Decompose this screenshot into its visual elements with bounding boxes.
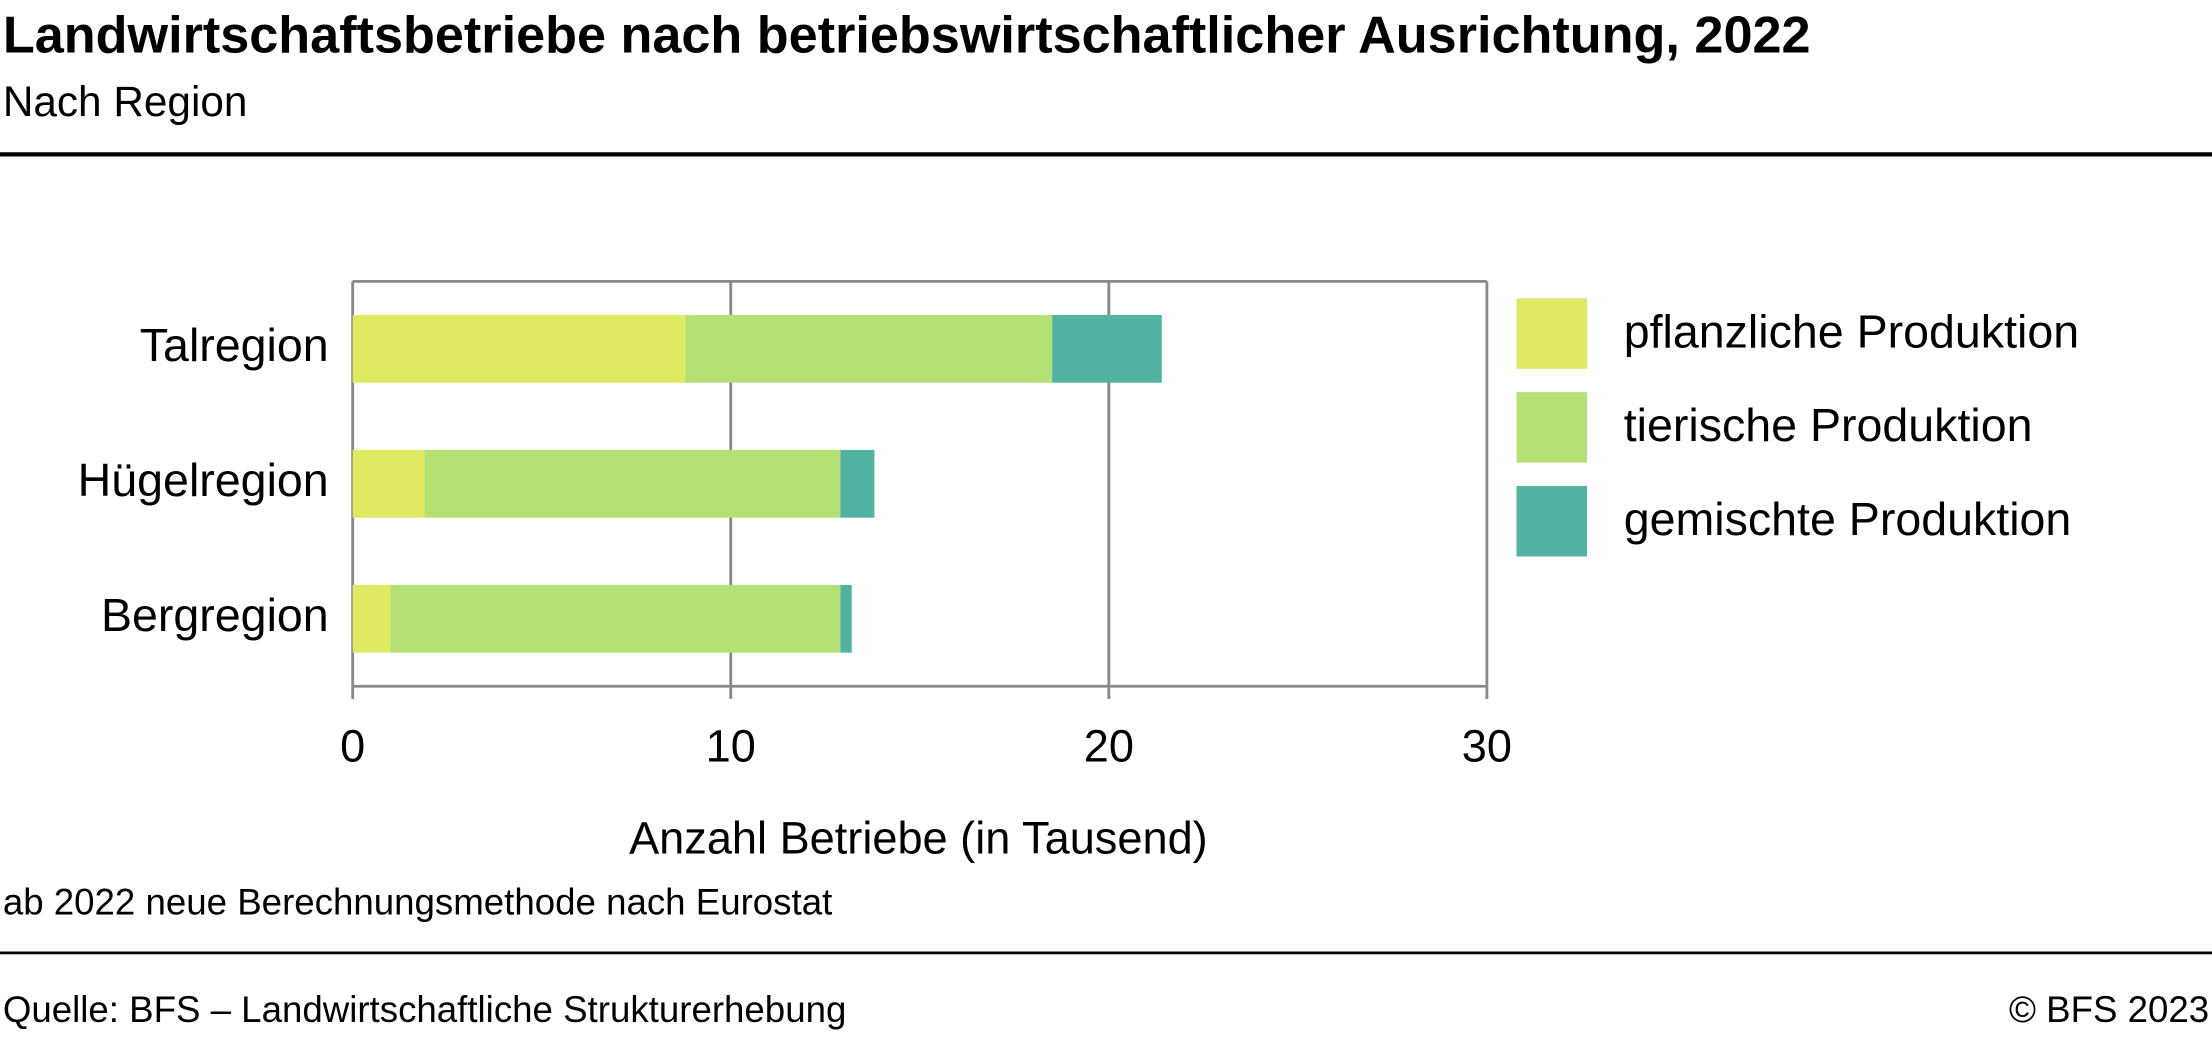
bar-segment	[840, 449, 875, 518]
bar-segment	[390, 584, 841, 653]
note: ab 2022 neue Berechnungsmethode nach Eur…	[3, 882, 832, 923]
chart-subtitle: Nach Region	[3, 78, 248, 125]
y-tick-label: Talregion	[140, 319, 329, 371]
legend-swatch	[1516, 298, 1588, 369]
legend-swatch	[1516, 485, 1588, 557]
x-tick-label: 30	[1462, 721, 1512, 772]
y-tick-label: Bergregion	[101, 589, 329, 641]
bar-segment	[1052, 315, 1162, 383]
legend-label: tierische Produktion	[1624, 399, 2033, 451]
bar-segment	[352, 584, 391, 653]
bar-segment	[840, 584, 852, 653]
x-tick-label: 10	[706, 721, 756, 772]
bar-segment	[352, 449, 425, 518]
y-tick-label: Hügelregion	[78, 454, 329, 506]
legend-label: pflanzliche Produktion	[1624, 305, 2079, 357]
x-tick-label: 0	[340, 721, 365, 772]
bar-segment	[424, 449, 841, 518]
source: Quelle: BFS – Landwirtschaftliche Strukt…	[3, 989, 847, 1030]
bar-segment	[352, 315, 686, 383]
chart-title: Landwirtschaftsbetriebe nach betriebswir…	[3, 7, 1811, 65]
copyright: © BFS 2023	[2009, 989, 2209, 1030]
x-axis-label: Anzahl Betriebe (in Tausend)	[629, 812, 1208, 863]
legend-label: gemischte Produktion	[1624, 493, 2072, 545]
x-tick-label: 20	[1084, 721, 1134, 772]
legend-swatch	[1516, 392, 1588, 463]
bar-segment	[685, 315, 1053, 383]
